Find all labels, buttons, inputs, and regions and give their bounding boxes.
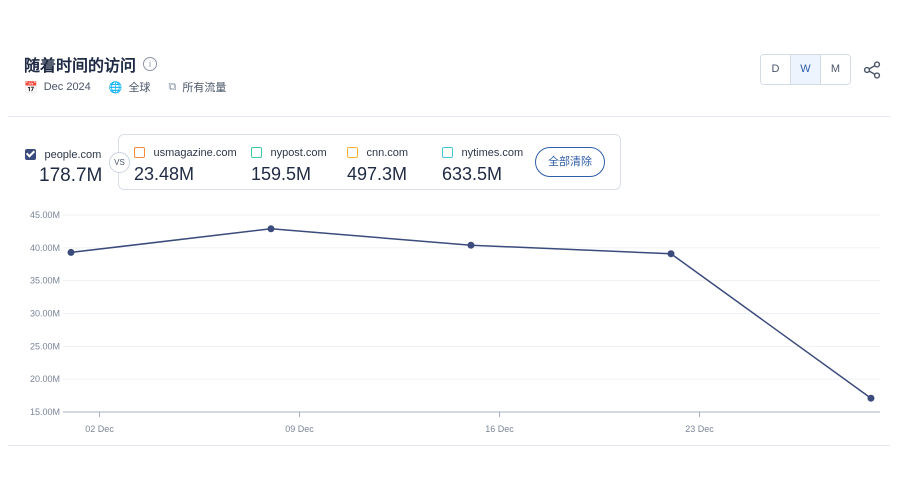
competitor-name: nytimes.com <box>461 146 524 159</box>
data-point <box>267 225 275 233</box>
main-site-value: 178.7M <box>39 165 103 186</box>
x-tick-label: 02 Dec <box>85 424 114 434</box>
y-tick-label: 20.00M <box>30 374 60 384</box>
competitor-value: 497.3M <box>347 164 408 184</box>
globe-icon: 🌐 <box>108 81 123 94</box>
competitor-checkbox[interactable] <box>134 147 145 159</box>
date-label: Dec 2024 <box>43 81 91 93</box>
period-toggle: D W M <box>760 54 851 85</box>
main-site-name: people.com <box>44 148 102 161</box>
competitor-item[interactable]: nytimes.com 633.5M <box>442 144 523 185</box>
chart-meta: 📅 Dec 2024 🌐 全球 ⧉ 所有流量 <box>24 79 226 95</box>
competitor-value: 159.5M <box>251 164 312 184</box>
traffic-label: 所有流量 <box>182 82 227 94</box>
main-site-checkbox[interactable] <box>25 149 36 161</box>
competitor-name: usmagazine.com <box>153 146 237 159</box>
info-icon[interactable]: i <box>143 57 158 71</box>
title-text: 随着时间的访问 <box>24 58 137 75</box>
data-point <box>67 248 75 256</box>
competitor-name: cnn.com <box>366 146 409 159</box>
footer-divider <box>8 445 890 446</box>
competitor-item[interactable]: cnn.com 497.3M <box>347 144 408 185</box>
share-icon[interactable] <box>863 61 881 79</box>
competitor-name: nypost.com <box>270 146 327 159</box>
competitor-checkbox[interactable] <box>442 147 453 159</box>
y-tick-label: 15.00M <box>30 407 60 417</box>
y-tick-label: 40.00M <box>30 243 60 253</box>
data-point <box>867 394 875 402</box>
period-month-button[interactable]: M <box>821 55 850 84</box>
competitor-item[interactable]: nypost.com 159.5M <box>251 144 327 185</box>
data-point <box>467 241 475 249</box>
main-site-legend[interactable]: people.com 178.7M <box>25 146 102 187</box>
x-tick-label: 23 Dec <box>685 424 714 434</box>
chart-title: 随着时间的访问 i <box>24 52 158 76</box>
vs-badge: VS <box>109 152 130 173</box>
clear-all-button[interactable]: 全部清除 <box>535 147 605 177</box>
period-day-button[interactable]: D <box>761 55 791 84</box>
competitor-value: 23.48M <box>134 164 195 184</box>
competitor-checkbox[interactable] <box>347 147 358 159</box>
data-point <box>667 250 675 258</box>
period-week-button[interactable]: W <box>791 55 821 84</box>
y-tick-label: 25.00M <box>30 341 60 351</box>
x-tick-label: 09 Dec <box>285 424 314 434</box>
header-divider <box>8 116 890 117</box>
region-label: 全球 <box>128 82 151 94</box>
x-tick-label: 16 Dec <box>485 424 514 434</box>
y-tick-label: 30.00M <box>30 309 60 319</box>
competitor-value: 633.5M <box>442 164 503 184</box>
calendar-icon: 📅 <box>24 81 38 94</box>
y-tick-label: 45.00M <box>30 210 60 220</box>
competitor-item[interactable]: usmagazine.com 23.48M <box>134 144 237 185</box>
competitor-panel: VS usmagazine.com 23.48M nypost.com 159.… <box>109 134 621 190</box>
y-tick-label: 35.00M <box>30 276 60 286</box>
competitor-checkbox[interactable] <box>251 147 262 159</box>
traffic-icon: ⧉ <box>168 80 177 93</box>
